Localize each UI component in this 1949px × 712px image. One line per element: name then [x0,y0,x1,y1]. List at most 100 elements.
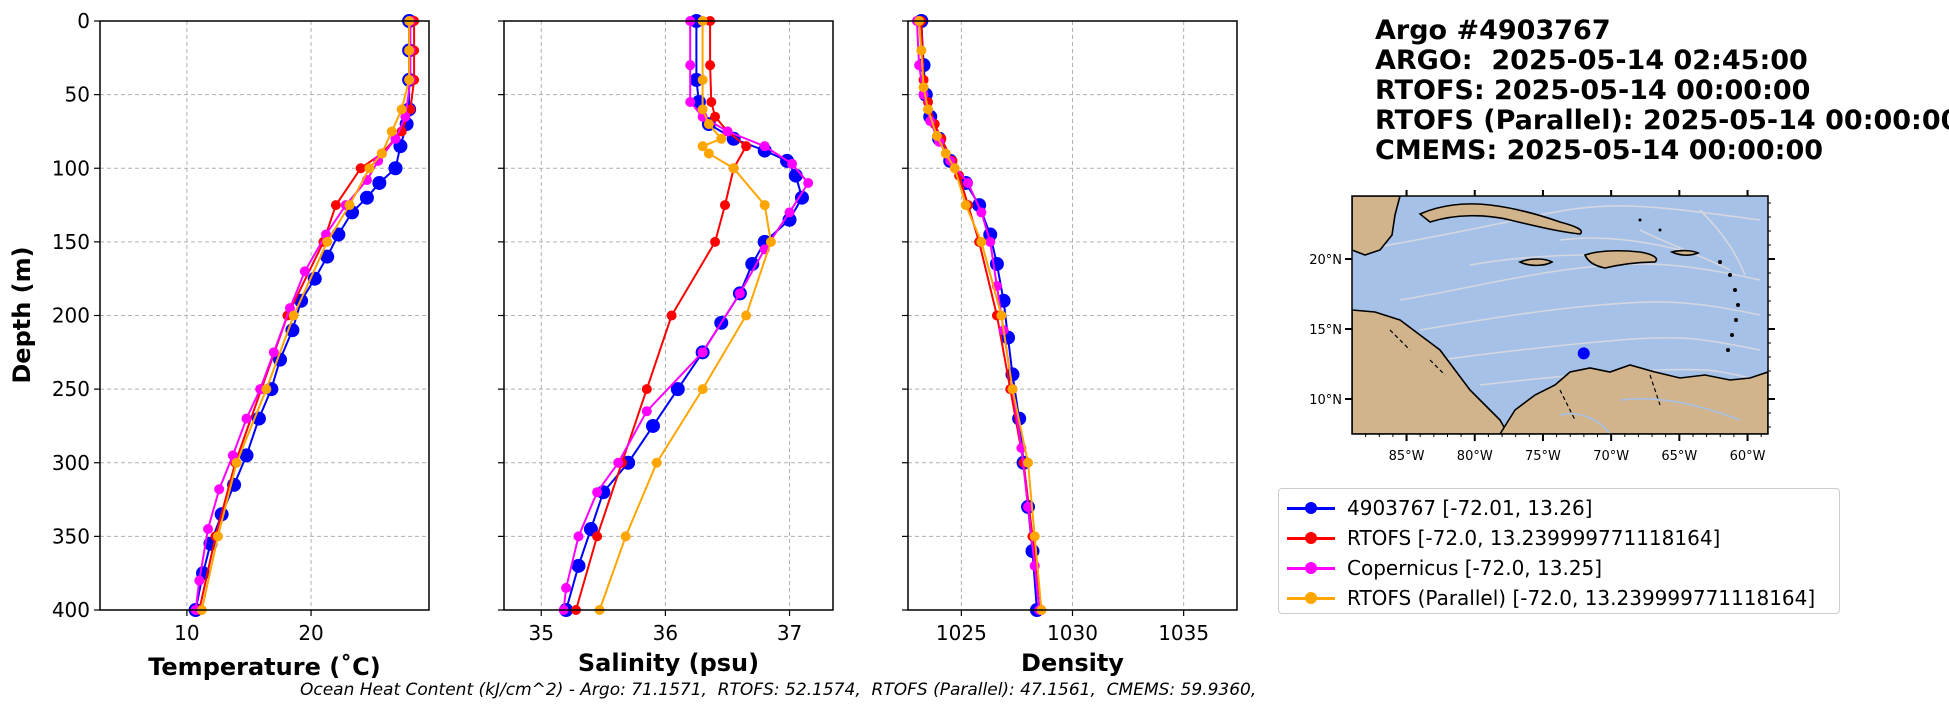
salinity-argo-point [788,168,803,183]
salinity-copernicus-point [784,207,795,218]
depth-y-ticks: 0 50 100 150 200 250 300 350 400 [52,9,100,622]
temperature-argo-point [239,448,254,463]
temperature-panel: 10 20 0 50 100 150 200 250 300 350 400 Temperatur… [8,9,430,681]
temperature-copernicus-point [214,484,225,495]
legend-swatch-argo [1287,498,1335,518]
central-america-land [1352,309,1509,434]
salinity-copernicus-point [722,126,733,137]
temperature-argo-point [372,175,387,190]
ocean-current-streamlines [1359,205,1761,386]
title-line-argo-id: Argo #4903767 [1375,15,1611,46]
density-parallel-point [940,148,951,159]
map-lat-tick-label: 20°N [1309,253,1342,268]
title-line-cmems-time: CMEMS: 2025-05-14 00:00:00 [1375,135,1824,166]
salinity-rtofs-point [706,96,717,107]
density-copernicus-point [963,177,974,188]
salinity-rtofs-point [705,60,716,71]
temperature-rtofs-point [330,200,341,211]
temperature-parallel-point [404,45,415,56]
salinity-parallel-point [741,310,752,321]
title-line-argo-time: ARGO: 2025-05-14 02:45:00 [1375,45,1808,76]
temperature-copernicus-point [320,229,331,240]
temperature-x-ticks: 10 20 [174,610,324,645]
density-parallel-point [949,163,960,174]
temperature-x-tick-label: 20 [298,621,323,645]
temperature-rtofs-point [405,104,416,115]
density-x-tick-label: 1030 [1047,621,1098,645]
salinity-parallel-point [703,148,714,159]
temperature-parallel-point [261,384,272,395]
temperature-copernicus-point [203,524,214,535]
density-x-ticks: 1025 1030 1035 [936,610,1209,645]
density-parallel-point [916,45,927,56]
temperature-argo-point [388,161,403,176]
salinity-argo-point [745,256,760,271]
salinity-parallel-point [716,133,727,144]
density-panel: 1025 1030 1035 Density [902,14,1238,677]
argo-float-marker [1577,347,1590,360]
temperature-copernicus-point [268,347,279,358]
ocean-heat-content-footer: Ocean Heat Content (kJ/cm^2) - Argo: 71.… [300,680,1257,700]
salinity-parallel-point [697,74,708,85]
salinity-y-ticks [498,20,504,611]
temperature-copernicus-point [194,575,205,586]
salinity-parallel-point [703,119,714,130]
title-block: Argo #4903767 ARGO: 2025-05-14 02:45:00 … [1375,16,1949,166]
salinity-copernicus-point [592,487,603,498]
salinity-copernicus-point [561,582,572,593]
salinity-rtofs-point [710,111,721,122]
map-lon-tick-label: 65°W [1661,449,1697,464]
legend: 4903767 [-72.01, 13.26] RTOFS [-72.0, 13… [1278,488,1840,614]
density-copernicus-point [976,207,987,218]
salinity-x-ticks: 35 36 37 [529,610,802,645]
temperature-argo-point [320,249,335,264]
location-map: 20°N 15°N 10°N 85°W 80°W 75°W 70°W 65°W 60°W [1309,190,1775,464]
title-line-rtofs-parallel-time: RTOFS (Parallel): 2025-05-14 00:00:00 [1375,105,1949,136]
salinity-parallel-point [697,384,708,395]
salinity-argo-point [571,558,586,573]
depth-tick-label: 150 [52,230,90,254]
temperature-parallel-point [344,200,355,211]
salinity-copernicus-point [685,60,696,71]
legend-item-argo: 4903767 [-72.01, 13.26] [1287,493,1592,523]
depth-tick-label: 250 [52,377,90,401]
salinity-rtofs-point [592,531,603,542]
salinity-rtofs-point [641,384,652,395]
density-y-ticks [902,20,908,611]
salinity-rtofs-point [741,141,752,152]
map-lon-tick-label: 75°W [1525,449,1561,464]
temperature-copernicus-point [400,111,411,122]
map-lat-tick-label: 15°N [1309,323,1342,338]
legend-label-rtofs-parallel: RTOFS (Parallel) [-72.0, 13.239999771118… [1347,586,1816,610]
yucatan-land [1352,196,1401,256]
map-ticks: 20°N 15°N 10°N 85°W 80°W 75°W 70°W 65°W 60°W [1309,190,1775,464]
legend-label-rtofs: RTOFS [-72.0, 13.239999771118164] [1347,526,1721,550]
temperature-parallel-point [386,126,397,137]
temperature-copernicus-point [284,303,295,314]
salinity-copernicus-point [803,177,814,188]
depth-tick-label: 400 [52,598,90,622]
density-parallel-point [923,104,934,115]
salinity-copernicus-point [697,347,708,358]
salinity-copernicus-point [613,457,624,468]
salinity-parallel-point [765,236,776,247]
map-lon-tick-label: 70°W [1593,449,1629,464]
temperature-copernicus-point [390,133,401,144]
salinity-parallel-point [697,141,708,152]
density-parallel-point [976,236,987,247]
title-line-rtofs-time: RTOFS: 2025-05-14 00:00:00 [1375,75,1811,106]
rivers [1559,397,1741,434]
density-parallel-point [931,130,942,141]
salinity-parallel-point [728,163,739,174]
temperature-argo-point [331,227,346,242]
temperature-parallel-point [376,148,387,159]
legend-label-argo: 4903767 [-72.01, 13.26] [1347,496,1593,520]
map-lon-tick-label: 85°W [1389,449,1425,464]
salinity-x-label: Salinity (psu) [578,649,759,677]
depth-tick-label: 0 [77,9,90,33]
hispaniola-land [1583,249,1658,269]
density-parallel-point [996,310,1007,321]
density-parallel-point [1023,457,1034,468]
density-parallel-point [1029,531,1040,542]
temperature-rtofs-point [355,163,366,174]
